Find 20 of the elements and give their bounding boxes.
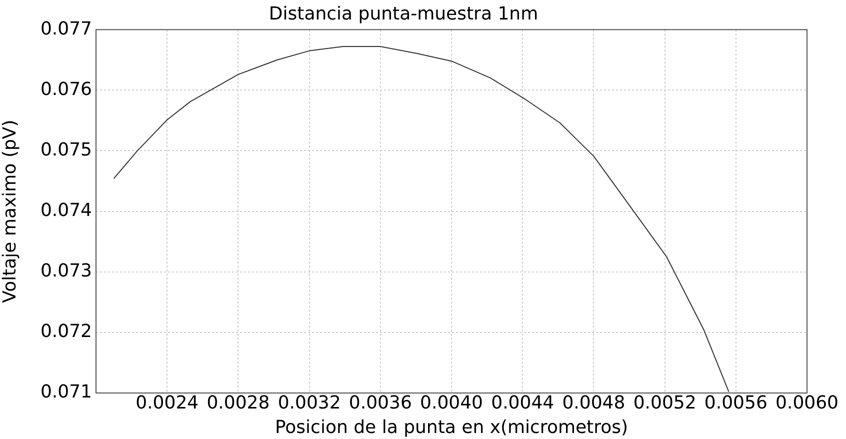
- y-tick-label: 0.072: [40, 321, 92, 342]
- y-tick-label: 0.074: [40, 200, 92, 221]
- x-axis-title: Posicion de la punta en x(micrometros): [274, 416, 628, 438]
- y-tick-label: 0.077: [40, 18, 92, 40]
- x-tick-label: 0.0052: [633, 392, 696, 414]
- y-tick-label: 0.076: [40, 78, 92, 100]
- x-tick-label: 0.0044: [491, 392, 554, 414]
- x-tick-label: 0.0028: [206, 392, 270, 414]
- x-tick-label: 0.0036: [348, 392, 412, 414]
- y-tick-label: 0.075: [40, 139, 92, 160]
- x-tick-label: 0.0024: [136, 392, 199, 414]
- x-tick-label: 0.0060: [776, 392, 838, 414]
- x-tick-label: 0.0048: [562, 392, 626, 414]
- x-tick-label: 0.0032: [278, 392, 341, 414]
- y-tick-label: 0.073: [40, 260, 92, 282]
- x-tick-label: 0.0040: [420, 392, 483, 414]
- x-tick-label: 0.0056: [704, 392, 768, 414]
- y-axis-title: Voltaje maximo (pV): [0, 120, 20, 303]
- y-tick-label: 0.071: [40, 382, 92, 403]
- chart-title: Distancia punta-muestra 1nm: [268, 3, 538, 24]
